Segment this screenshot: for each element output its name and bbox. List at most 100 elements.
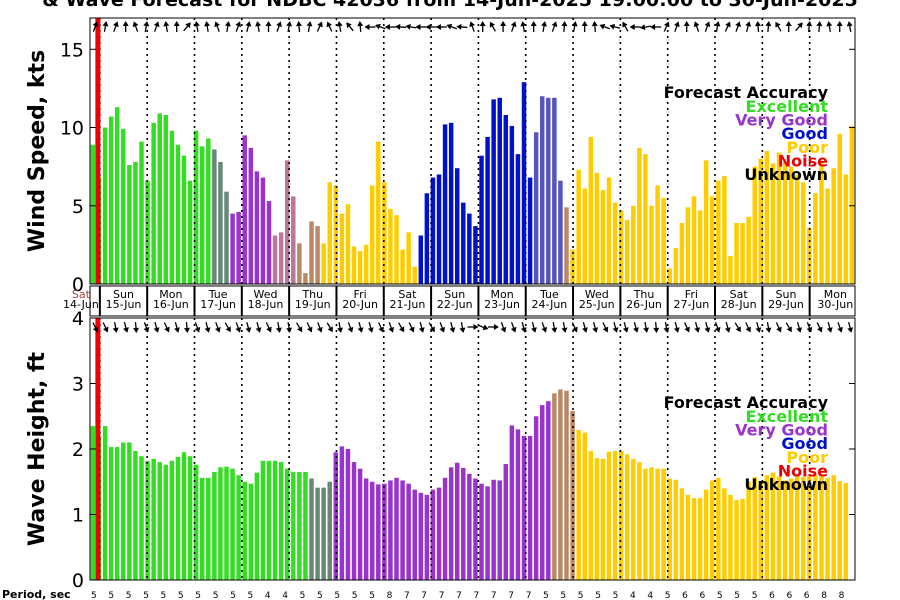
data-bar — [497, 97, 502, 284]
data-bar — [406, 232, 411, 284]
data-bar — [631, 458, 636, 580]
data-bar — [564, 207, 569, 284]
direction-arrow — [674, 21, 680, 32]
day-weekday-label: Sat — [398, 288, 417, 301]
data-bar — [90, 144, 96, 284]
data-bar — [570, 411, 575, 580]
data-bar — [400, 249, 405, 284]
day-date-label: 15-Jun — [106, 298, 142, 311]
direction-arrow — [826, 322, 833, 333]
direction-arrow — [724, 21, 731, 32]
direction-arrow — [255, 322, 262, 333]
data-bar — [485, 136, 490, 284]
direction-arrow — [796, 322, 803, 333]
data-bar — [624, 219, 630, 284]
direction-arrow — [816, 322, 823, 333]
direction-arrow — [395, 23, 407, 30]
period-value: 5 — [178, 591, 184, 600]
data-bar — [655, 468, 660, 580]
period-value: 5 — [161, 591, 167, 600]
data-bar — [728, 255, 733, 284]
chart-title: & Wave Forecast for NDBC 42036 from 14-J… — [42, 0, 858, 11]
data-bar — [442, 124, 448, 285]
data-bar — [461, 202, 466, 284]
data-bar — [515, 154, 521, 284]
data-bar — [272, 235, 278, 284]
period-value: 5 — [334, 591, 340, 600]
direction-arrow — [316, 21, 323, 32]
data-bar — [151, 122, 156, 284]
data-bar — [236, 475, 241, 580]
data-bar — [266, 201, 272, 284]
direction-arrow — [456, 23, 468, 30]
data-bar — [297, 471, 302, 580]
data-bar — [600, 458, 606, 580]
day-weekday-label: Tue — [539, 288, 559, 301]
direction-arrow — [609, 23, 621, 30]
data-bar — [491, 479, 496, 580]
data-bar — [169, 130, 175, 284]
data-bar — [631, 205, 636, 284]
data-bar — [218, 467, 223, 580]
data-bar — [303, 273, 308, 284]
data-bar — [819, 161, 824, 284]
day-weekday-label: Mon — [490, 288, 513, 301]
direction-arrow — [347, 322, 354, 333]
direction-arrow — [775, 322, 782, 333]
direction-arrow — [265, 21, 272, 32]
data-bar — [315, 226, 320, 284]
data-bar — [539, 96, 545, 285]
direction-arrow — [571, 21, 578, 33]
data-bar — [339, 446, 345, 580]
data-bar — [716, 477, 721, 580]
data-bar — [794, 475, 800, 580]
data-bar — [679, 488, 685, 580]
data-bar — [369, 185, 375, 284]
data-bar — [376, 141, 381, 284]
day-date-label: 27-Jun — [673, 298, 709, 311]
direction-arrow — [683, 21, 690, 32]
period-value: 7 — [491, 591, 497, 600]
day-weekday-label: Sun — [113, 288, 134, 301]
data-bar — [691, 196, 697, 284]
data-bar — [430, 177, 436, 284]
direction-arrow — [306, 322, 313, 333]
y-tick-label: 2 — [72, 439, 84, 461]
data-bar — [357, 251, 363, 284]
direction-arrow — [520, 322, 527, 333]
data-bar — [436, 487, 442, 580]
data-bar — [363, 244, 369, 284]
direction-arrow — [317, 322, 323, 333]
direction-arrow — [143, 322, 150, 333]
period-value: 7 — [439, 591, 445, 600]
data-bar — [831, 475, 836, 580]
data-bar — [151, 458, 156, 580]
direction-arrow — [92, 322, 99, 333]
period-row: 5 5 5 5 5 5 5 5 5 5 4 4 5 5 5 5 5 8 7 7 7 7 7 7 7 7 5 5 5 5 5 4 4 5 6 6 5 5 5 6… — [91, 591, 845, 600]
direction-arrow — [459, 321, 466, 333]
data-bar — [382, 483, 387, 580]
data-bar — [376, 484, 381, 580]
direction-arrow — [551, 321, 558, 333]
data-bar — [667, 478, 672, 580]
direction-arrow — [377, 322, 384, 333]
period-value: 6 — [682, 591, 688, 600]
data-bar — [515, 429, 521, 580]
data-bar — [139, 456, 144, 580]
direction-arrow — [639, 24, 651, 31]
day-weekday-label: Sun — [444, 288, 465, 301]
data-bar — [102, 426, 108, 580]
data-bar — [248, 483, 254, 580]
direction-arrow — [633, 322, 639, 333]
data-bar — [309, 478, 314, 580]
direction-arrows — [92, 321, 854, 333]
direction-arrow — [122, 21, 129, 32]
direction-arrow — [571, 322, 578, 333]
direction-arrow — [837, 322, 843, 333]
data-bar — [485, 486, 490, 580]
direction-arrow — [530, 21, 537, 32]
direction-arrow — [398, 322, 405, 333]
plot-frame — [89, 17, 856, 285]
data-bar — [782, 161, 788, 284]
legend-entry: Noise — [778, 151, 828, 170]
